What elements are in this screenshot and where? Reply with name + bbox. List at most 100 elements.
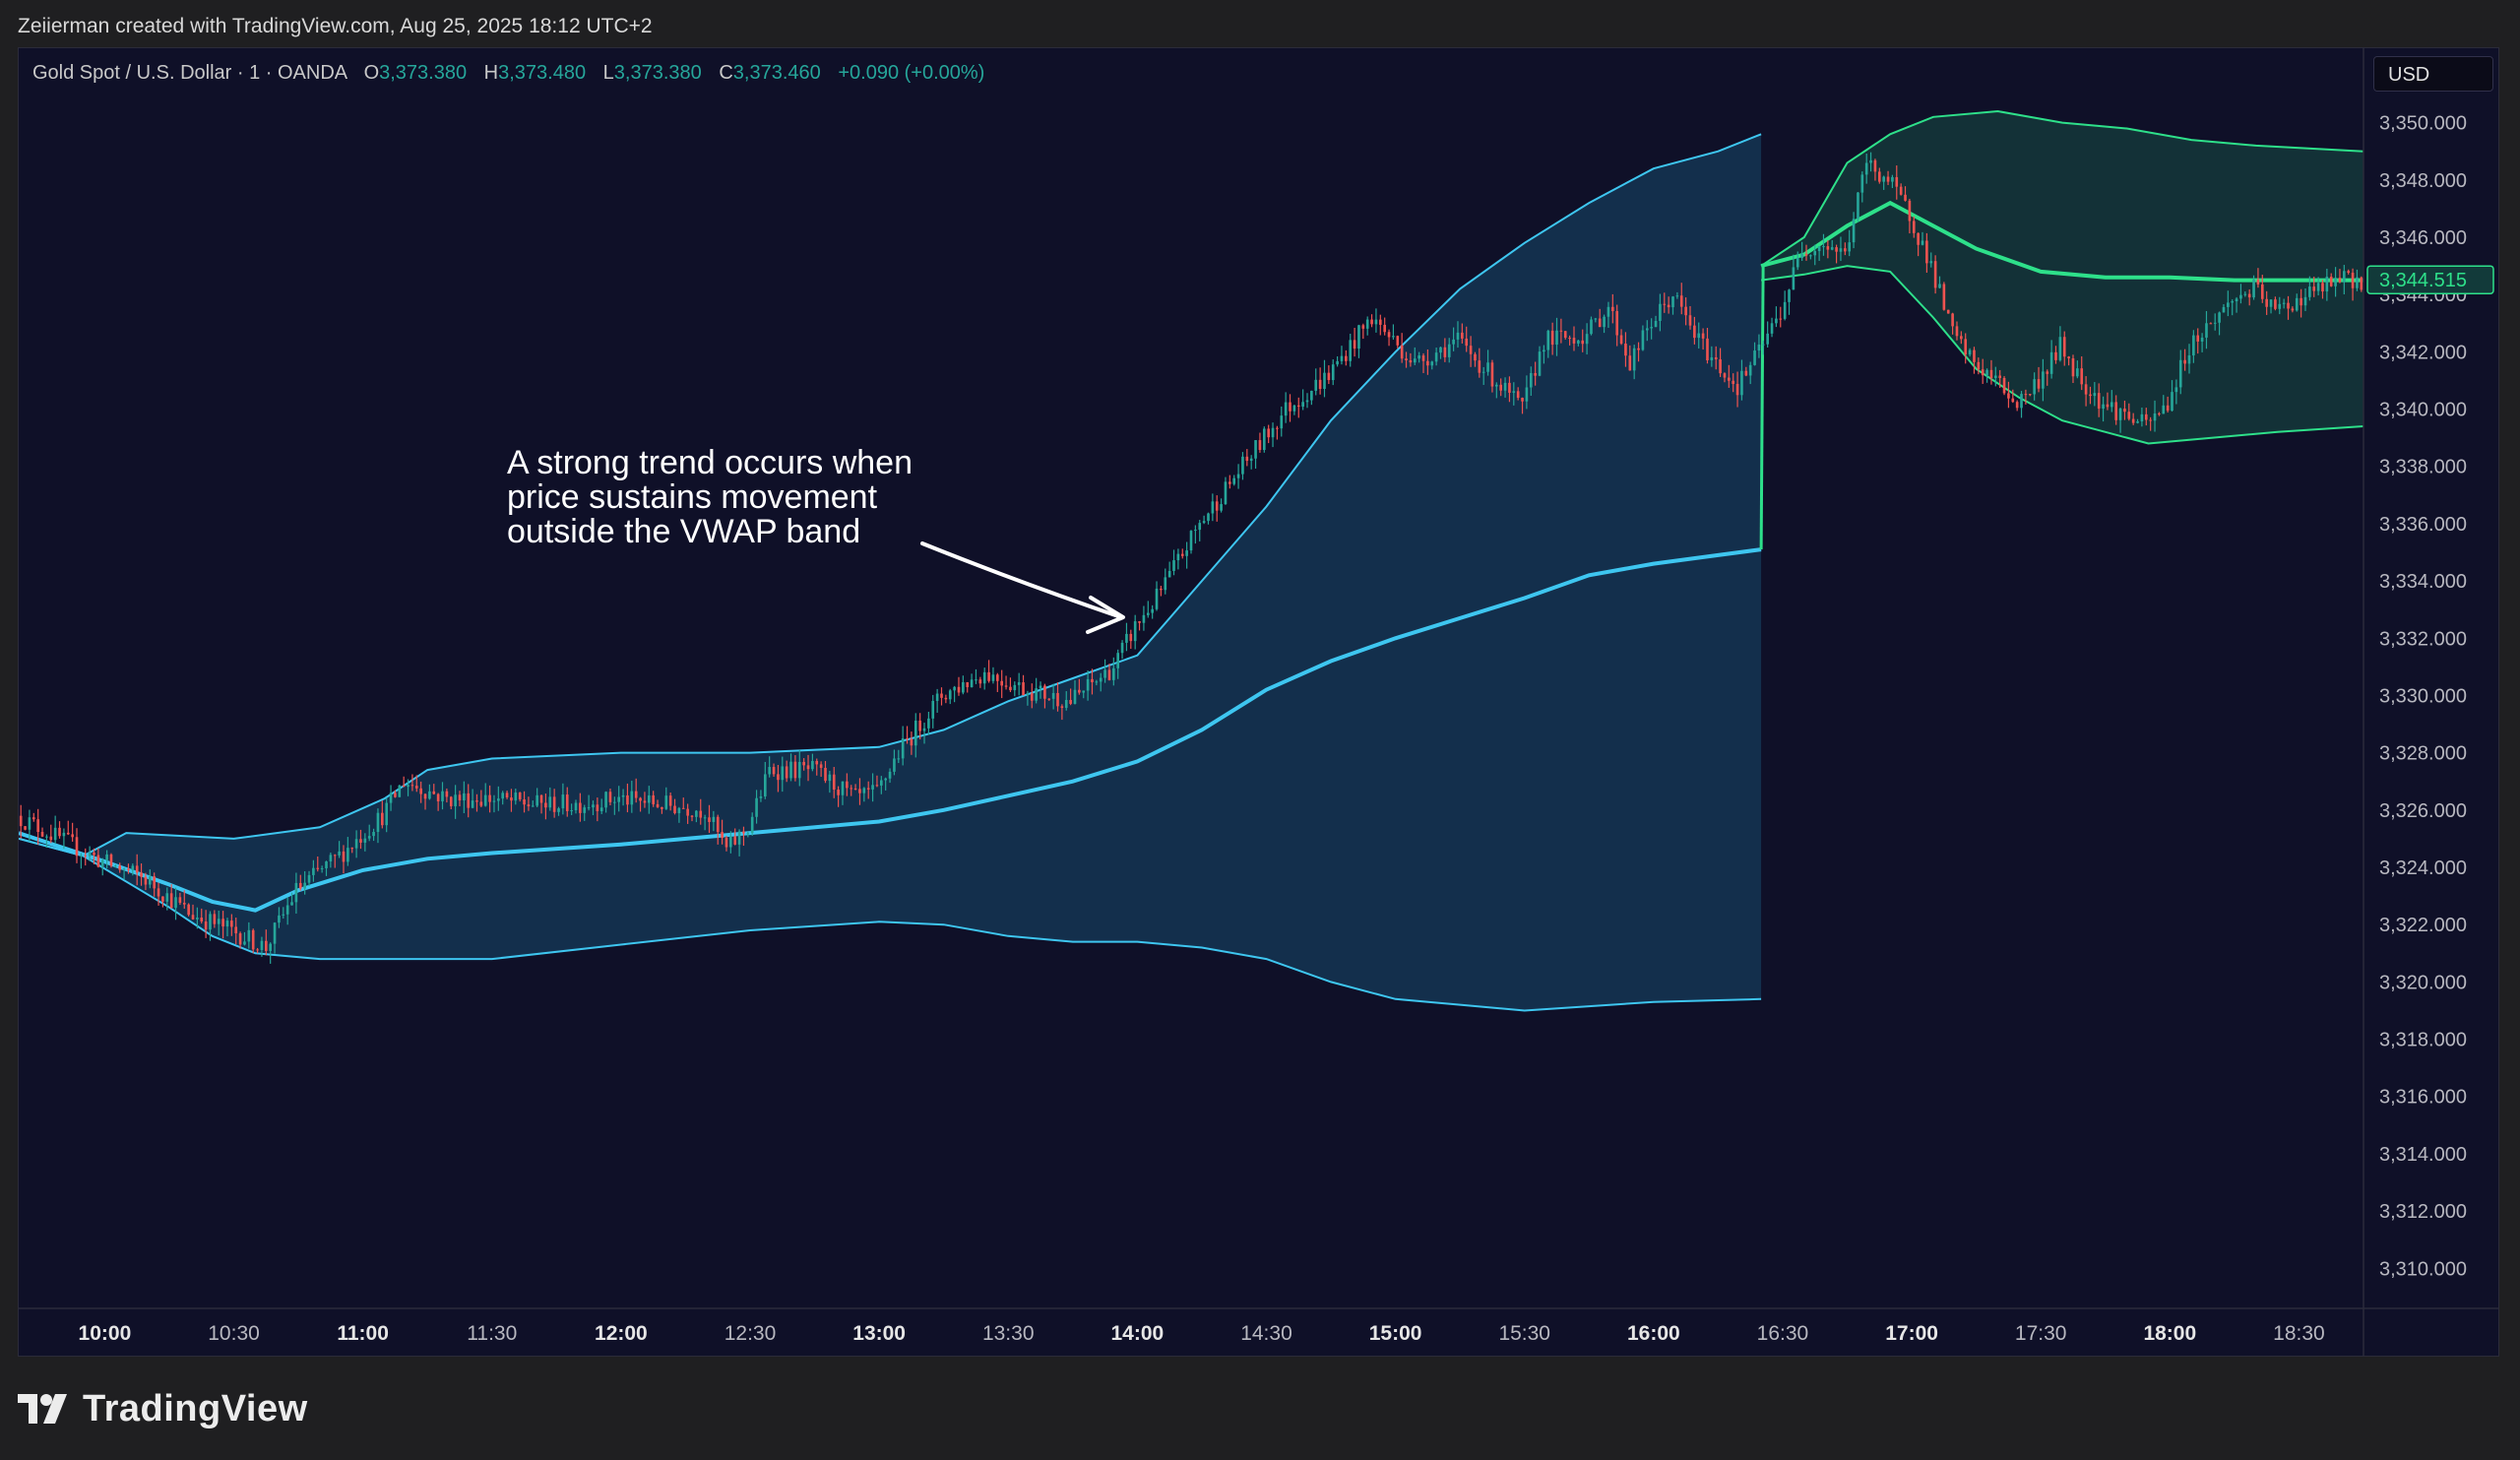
candle-body <box>282 914 285 916</box>
candle-body <box>2127 412 2131 419</box>
candle-body <box>2247 293 2251 298</box>
last-price-tag <box>2366 265 2494 294</box>
candle-body <box>1925 240 1928 264</box>
candle-body <box>2162 405 2166 414</box>
candle-body <box>862 788 866 793</box>
candle-body <box>536 794 538 806</box>
candle-body <box>307 874 311 883</box>
candle-body <box>419 788 422 794</box>
candle-body <box>75 837 79 857</box>
candle-body <box>1456 332 1460 340</box>
candle-body <box>1852 219 1856 243</box>
candle-body <box>2334 278 2337 286</box>
candle-body <box>1013 684 1017 691</box>
candle-body <box>346 848 349 862</box>
candle-body <box>312 867 315 875</box>
candle-body <box>1796 258 1799 268</box>
candle-body <box>1292 405 1296 412</box>
high-value: 3,373.480 <box>498 62 587 84</box>
candle-body <box>1430 361 1434 366</box>
candle-body <box>978 679 982 684</box>
candle-body <box>423 793 427 799</box>
candle-body <box>2178 359 2182 388</box>
time-tick-label: 11:30 <box>467 1322 517 1345</box>
candle-body <box>1877 171 1881 182</box>
candle-body <box>131 865 135 870</box>
candle-body <box>1207 513 1210 522</box>
candle-body <box>273 922 277 944</box>
candle-body <box>1220 504 1223 511</box>
candle-body <box>2222 306 2226 313</box>
candle-body <box>940 693 943 698</box>
candle-body <box>897 758 901 760</box>
candle-body <box>1809 255 1812 257</box>
candle-body <box>1004 685 1008 687</box>
chart-panel[interactable]: 3,310.000 3,312.000 3,314.000 3,316.000 3,31… <box>18 47 2499 1357</box>
candle-body <box>1611 306 1614 312</box>
candle-body <box>260 940 264 951</box>
candle-body <box>1792 267 1796 290</box>
candle-body <box>1675 295 1679 297</box>
candle-body <box>1443 347 1447 357</box>
candle-body <box>914 720 917 746</box>
candle-body <box>656 803 660 807</box>
vwap-line <box>1760 200 2363 283</box>
open-value: 3,373.380 <box>379 62 468 84</box>
candle-body <box>342 851 346 862</box>
candle-body <box>1723 373 1727 378</box>
candle-body <box>1753 350 1756 365</box>
candle-body <box>652 794 655 804</box>
candle-body <box>987 671 990 681</box>
candle-body <box>1495 384 1498 387</box>
candle-body <box>1534 372 1537 376</box>
candle-body <box>1120 642 1124 654</box>
price-tick-label: 3,342.000 <box>2379 342 2467 363</box>
candle-body <box>2235 298 2238 302</box>
candle-body <box>1667 304 1670 308</box>
candle-body <box>510 797 513 801</box>
symbol-legend[interactable]: Gold Spot / U.S. Dollar · 1 · OANDA O3,3… <box>32 60 984 86</box>
candle-body <box>1160 588 1163 591</box>
candle-body <box>1336 360 1339 365</box>
currency-selector[interactable]: USD <box>2373 56 2493 92</box>
candle-body <box>109 854 113 866</box>
candle-body <box>815 760 819 765</box>
candle-body <box>1632 348 1636 371</box>
brand-name: TradingView <box>83 1387 308 1429</box>
candle-body <box>1826 246 1830 250</box>
price-tick-label: 3,346.000 <box>2379 227 2467 249</box>
candle-body <box>1891 176 1894 182</box>
symbol-name[interactable]: Gold Spot / U.S. Dollar · 1 · OANDA <box>32 62 346 84</box>
candle-body <box>1129 633 1133 642</box>
candle-body <box>2278 303 2282 309</box>
candle-body <box>492 800 496 802</box>
candle-body <box>182 903 186 905</box>
candle-body <box>178 897 182 904</box>
candle-body <box>1258 440 1262 451</box>
candle-body <box>1155 588 1159 609</box>
candle-body <box>1461 332 1464 339</box>
candle-body <box>1684 306 1687 316</box>
price-chart[interactable]: 3,310.000 3,312.000 3,314.000 3,316.000 3,31… <box>19 48 2498 1356</box>
candle-body <box>1232 477 1236 484</box>
annotation-line: A strong trend occurs when <box>507 444 914 481</box>
candle-body <box>1499 384 1502 391</box>
candle-body <box>1418 355 1420 359</box>
candle-body <box>2049 351 2053 374</box>
high-label: H <box>483 62 499 84</box>
candle-body <box>1167 570 1171 578</box>
candle-body <box>587 807 591 809</box>
candle-body <box>161 896 164 902</box>
candle-body <box>1650 327 1653 329</box>
candle-body <box>1151 608 1154 613</box>
time-tick-label: 14:30 <box>1240 1322 1292 1345</box>
price-tick-label: 3,324.000 <box>2379 857 2467 879</box>
candle-body <box>797 761 801 779</box>
candle-body <box>1039 685 1042 689</box>
candle-body <box>316 867 320 869</box>
candle-body <box>695 810 698 817</box>
candle-body <box>2042 371 2045 389</box>
price-tick-label: 3,334.000 <box>2379 571 2467 593</box>
candle-body <box>686 808 689 816</box>
time-tick-label: 12:00 <box>595 1322 648 1345</box>
